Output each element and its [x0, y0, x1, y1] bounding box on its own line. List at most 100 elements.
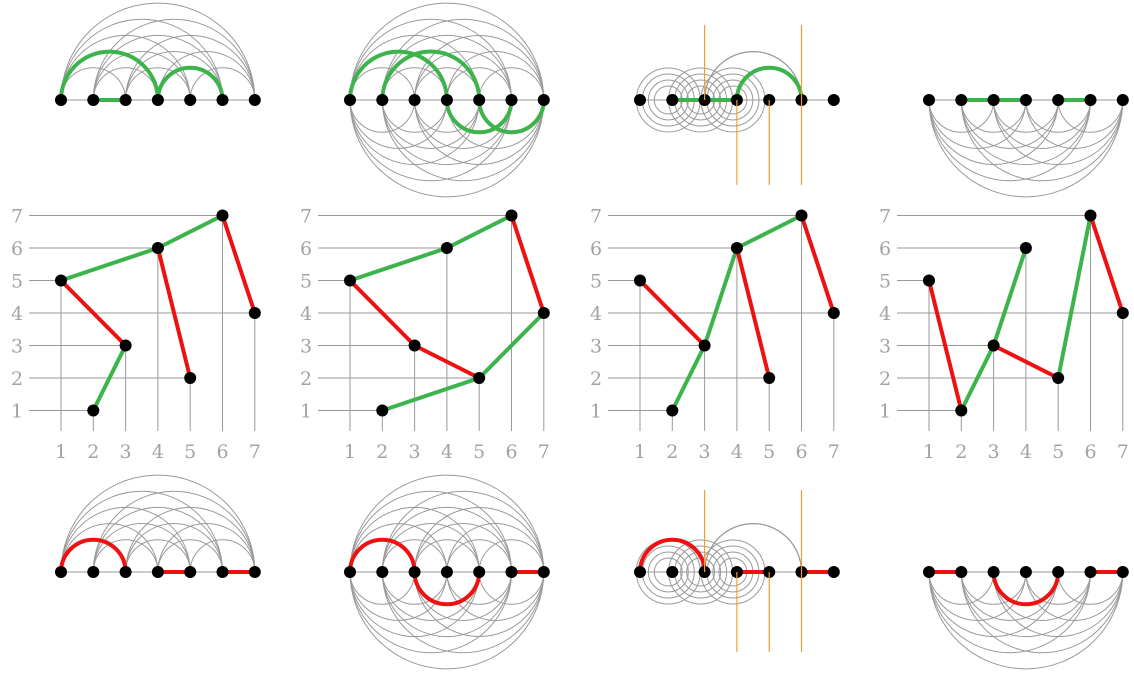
background-arc	[414, 506, 545, 573]
plot-edge	[991, 246, 1028, 348]
x-tick-label: 3	[120, 441, 132, 463]
plot-edge	[155, 213, 225, 250]
value-tick-label: 6	[11, 238, 23, 260]
background-arc	[635, 67, 701, 101]
plot-edge	[1056, 213, 1093, 380]
vertex	[1019, 94, 1032, 106]
background-arc	[706, 73, 760, 101]
vertex	[473, 566, 486, 578]
background-arc	[349, 474, 545, 573]
arc-diagram-bottom-2	[344, 474, 550, 670]
vertex	[87, 566, 100, 578]
highlight-arc	[59, 537, 128, 573]
background-arc	[478, 67, 545, 101]
background-arc	[381, 99, 512, 166]
value-tick-label: 4	[590, 303, 602, 325]
background-arc	[125, 539, 191, 573]
plot-point	[344, 274, 356, 287]
background-arc	[706, 545, 760, 573]
x-tick-label: 7	[538, 441, 550, 463]
x-tick-label: 5	[473, 441, 485, 463]
background-arc	[668, 571, 734, 605]
background-arc	[993, 571, 1124, 638]
background-arc	[349, 2, 545, 101]
background-arc	[1025, 99, 1091, 133]
plot-point	[184, 372, 197, 384]
background-arc	[349, 99, 416, 133]
background-arc	[1025, 571, 1091, 605]
arc-diagram-top-1	[55, 2, 261, 106]
vertex	[1084, 566, 1097, 578]
value-tick-label: 2	[11, 368, 23, 390]
background-arc	[92, 18, 256, 101]
plot-edge	[155, 246, 193, 380]
highlight-arc	[477, 99, 546, 135]
background-arc	[680, 99, 722, 121]
x-tick-label: 7	[1117, 441, 1129, 463]
background-arc	[414, 539, 480, 573]
background-arc	[712, 79, 754, 101]
plot-point	[763, 372, 776, 384]
highlight-arc	[348, 537, 417, 573]
background-arc	[381, 18, 545, 101]
vertex	[955, 94, 968, 106]
vertex	[955, 566, 968, 578]
plot-point	[987, 339, 1000, 352]
x-tick-label: 1	[634, 441, 646, 463]
plot-edge	[477, 311, 546, 380]
highlight-arc	[991, 571, 1061, 607]
background-arc	[718, 571, 748, 587]
background-arc	[718, 85, 748, 101]
vertex	[376, 566, 389, 578]
plot-edge	[444, 213, 514, 250]
vertex	[440, 566, 453, 578]
x-tick-label: 2	[376, 441, 388, 463]
plot-edge	[959, 343, 996, 413]
x-tick-label: 2	[87, 441, 99, 463]
plot-point	[216, 209, 229, 222]
background-arc	[1025, 99, 1124, 149]
plot-point	[923, 274, 935, 287]
plot-point	[55, 274, 67, 287]
background-arc	[381, 99, 480, 149]
vertex	[408, 94, 421, 106]
plot-point	[1084, 209, 1097, 222]
plot-point	[795, 209, 808, 222]
highlight-arc	[444, 99, 514, 135]
background-arc	[704, 523, 802, 573]
plot-edge	[734, 246, 772, 380]
background-arc	[414, 51, 512, 101]
highlight-arc	[380, 49, 482, 101]
background-arc	[349, 571, 416, 605]
background-arc	[92, 523, 191, 573]
vertex	[827, 566, 840, 578]
highlight-arc	[734, 65, 804, 101]
vertex	[1019, 566, 1032, 578]
background-arc	[349, 99, 545, 198]
background-arc	[92, 539, 159, 573]
highlight-arc	[59, 49, 160, 101]
background-arc	[668, 67, 734, 101]
background-arc	[712, 99, 754, 121]
background-arc	[157, 523, 256, 573]
background-arc	[60, 18, 223, 101]
value-tick-label: 7	[11, 206, 23, 228]
plot-edge	[799, 213, 836, 315]
highlight-arc	[155, 65, 225, 101]
background-arc	[381, 490, 545, 573]
background-arc	[960, 99, 1091, 166]
vertex	[505, 94, 518, 106]
background-arc	[635, 571, 701, 605]
background-arc	[928, 571, 1091, 654]
plot-point	[248, 307, 261, 319]
background-arc	[446, 51, 545, 101]
background-arc	[349, 18, 512, 101]
plot-point	[730, 242, 743, 254]
background-arc	[125, 34, 256, 101]
value-tick-label: 7	[590, 206, 602, 228]
plot-edge	[670, 343, 707, 413]
background-arc	[718, 99, 748, 115]
